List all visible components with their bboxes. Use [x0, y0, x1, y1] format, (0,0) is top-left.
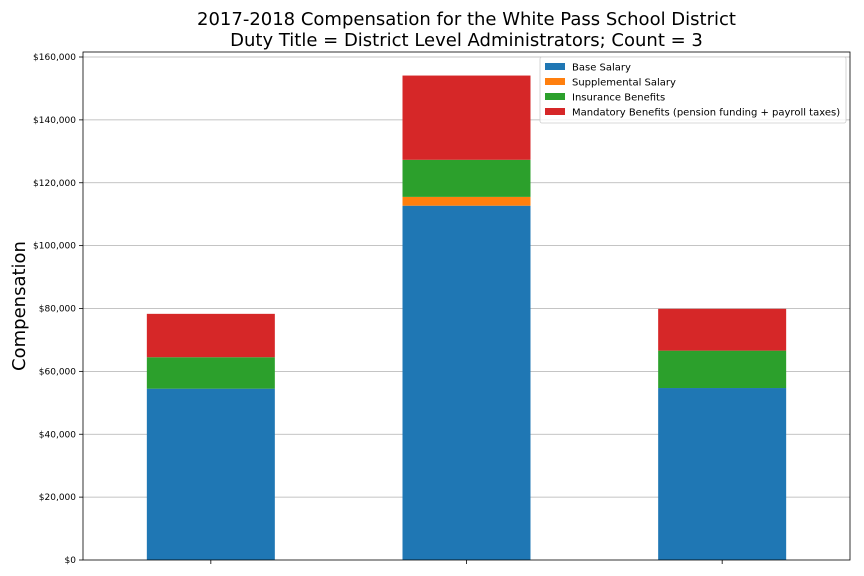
y-tick-label: $40,000 [39, 430, 76, 440]
legend-swatch [545, 93, 565, 100]
legend-box [539, 56, 847, 124]
bar-segment [402, 196, 531, 206]
bar-segment [658, 308, 787, 351]
bar-segment [402, 205, 531, 560]
chart-subtitle: Duty Title = District Level Administrato… [230, 30, 703, 51]
bar-segment [658, 388, 787, 560]
y-tick-label: $60,000 [39, 367, 76, 377]
y-tick-label: $80,000 [39, 305, 76, 315]
legend-label: Mandatory Benefits (pension funding + pa… [572, 108, 840, 119]
y-tick-label: $120,000 [33, 179, 76, 189]
y-axis-label: Compensation [9, 241, 30, 371]
bar-segment [402, 75, 531, 160]
bar-segment [146, 388, 275, 560]
legend-swatch [545, 78, 565, 85]
legend: Base Salary Supplemental Salary Insurance … [539, 56, 847, 124]
legend-label: Supplemental Salary [572, 78, 676, 89]
legend-swatch [545, 63, 565, 70]
bars [146, 75, 787, 560]
bar-segment [658, 350, 787, 389]
y-tick-label: $20,000 [39, 493, 76, 503]
y-tick-label: $160,000 [33, 53, 76, 63]
y-tick-label: $140,000 [33, 116, 76, 126]
y-tick-label: $100,000 [33, 242, 76, 252]
bar-segment [146, 313, 275, 358]
legend-label: Base Salary [572, 63, 631, 74]
y-tick-label: $0 [65, 556, 77, 566]
legend-swatch [545, 108, 565, 115]
bar-segment [146, 357, 275, 389]
bar-segment [402, 159, 531, 197]
axes: $0 $20,000 $40,000 $60,000 $80,000 $100,000 $1… [33, 53, 723, 566]
legend-label: Insurance Benefits [572, 93, 665, 104]
chart-title: 2017-2018 Compensation for the White Pas… [197, 9, 736, 30]
